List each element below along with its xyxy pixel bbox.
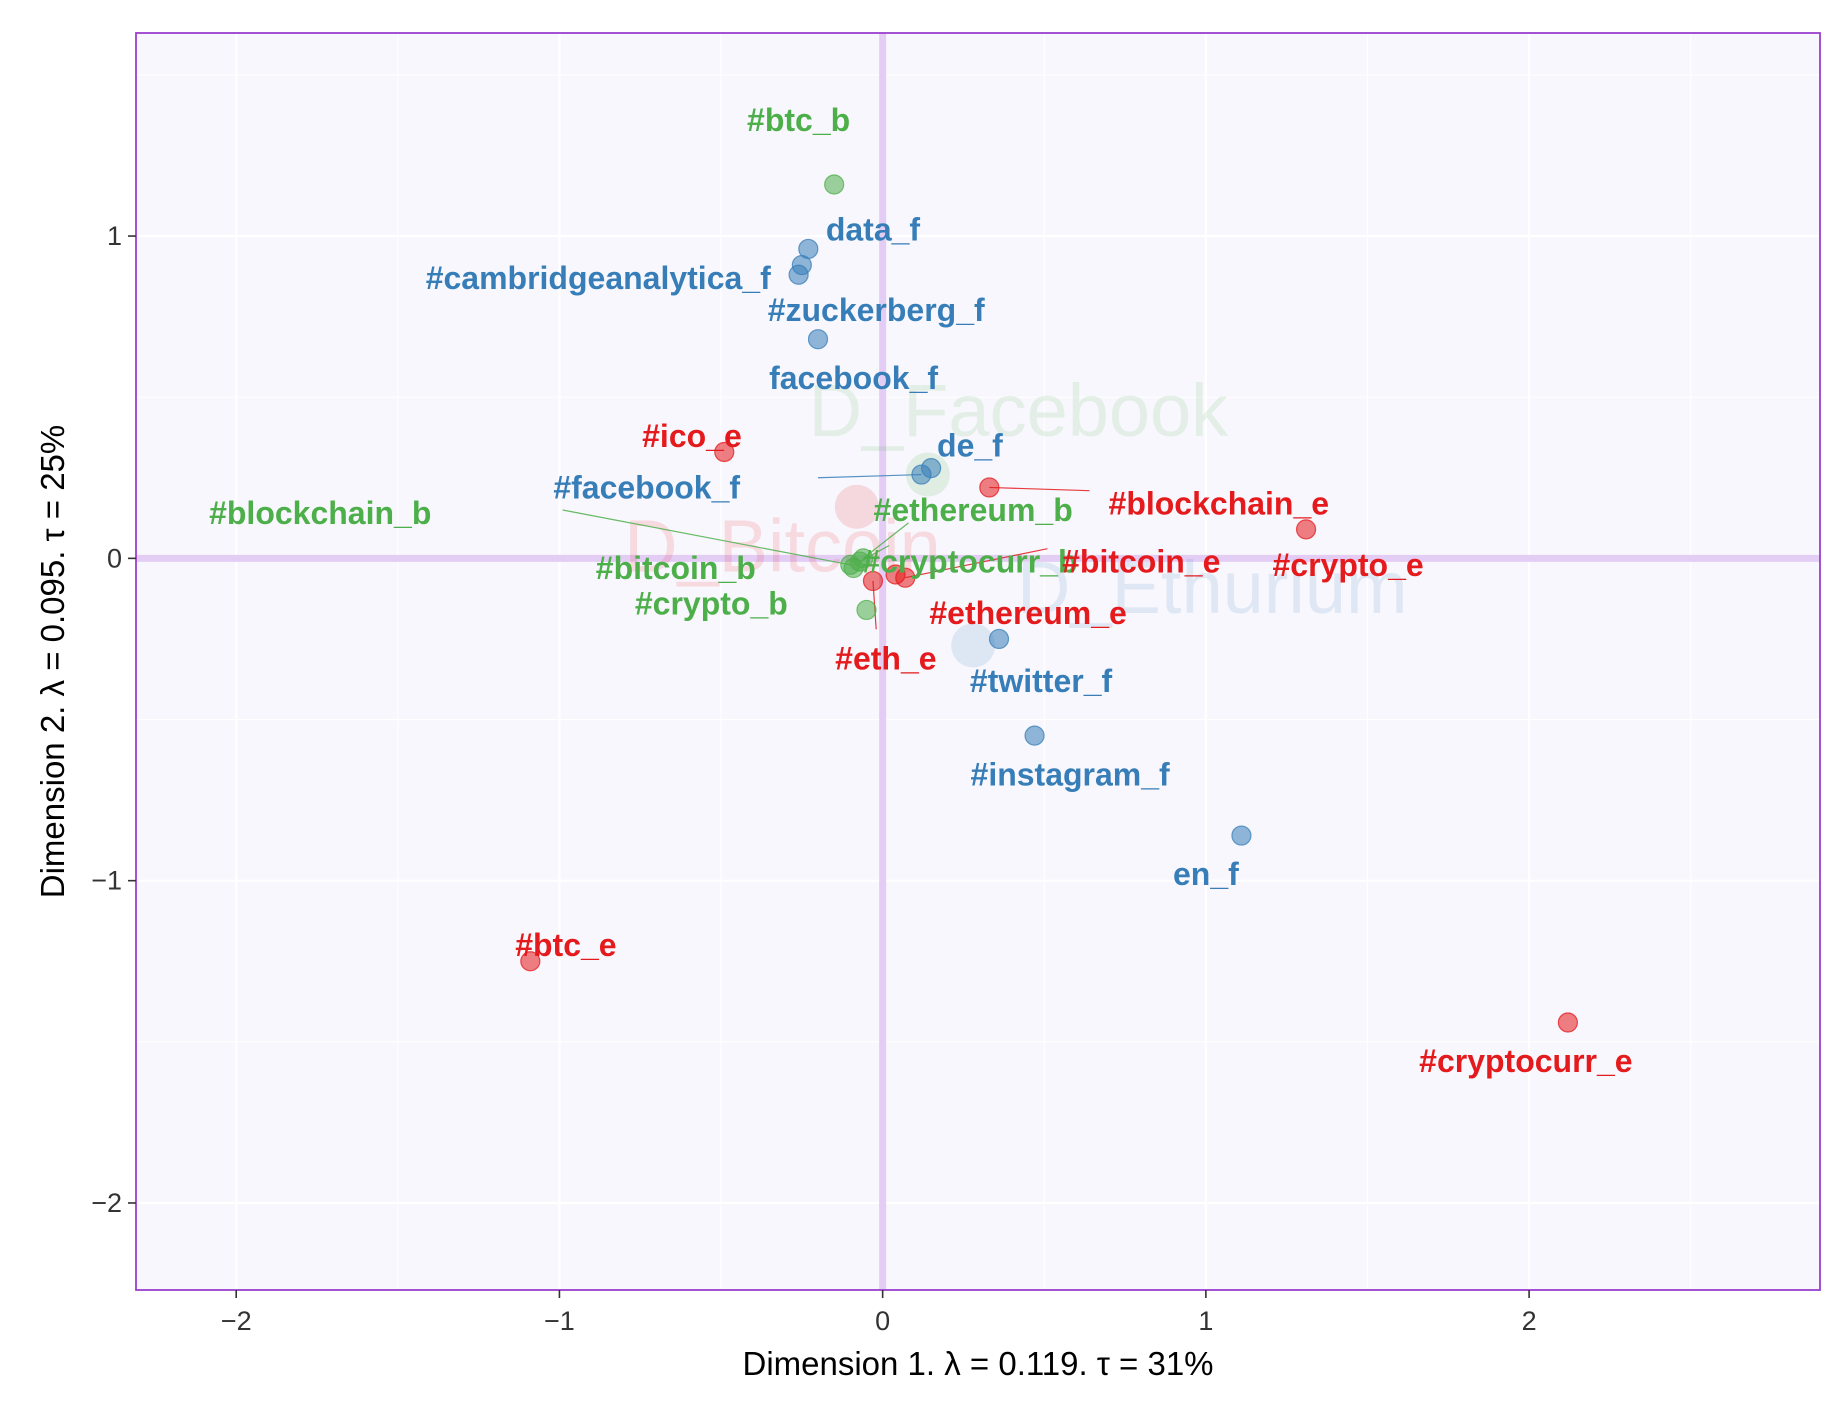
point-label: #twitter_f bbox=[970, 663, 1113, 699]
origin-lines bbox=[136, 33, 1820, 1290]
data-point bbox=[520, 951, 541, 972]
centroid-marker bbox=[951, 623, 996, 668]
point-label: #btc_e bbox=[515, 927, 616, 963]
data-point bbox=[714, 441, 735, 463]
point-label: #ico_e bbox=[642, 418, 742, 454]
x-tick-label: −1 bbox=[544, 1306, 575, 1336]
data-point bbox=[843, 557, 864, 579]
data-point bbox=[911, 464, 932, 485]
point-label: #eth_e bbox=[835, 640, 936, 676]
data-point bbox=[807, 329, 829, 350]
data-points bbox=[520, 174, 1578, 1033]
plot-panel bbox=[136, 33, 1820, 1290]
y-tick-label: 1 bbox=[107, 221, 122, 251]
centroid-marker bbox=[834, 484, 879, 529]
leader-line bbox=[905, 548, 1048, 579]
x-tick-label: −2 bbox=[221, 1306, 252, 1336]
point-label: #cambridgeanalytica_f bbox=[426, 260, 771, 296]
point-label: #bitcoin_b bbox=[596, 550, 756, 586]
point-label: #bitcoin_e bbox=[1062, 544, 1220, 580]
x-tick-label: 1 bbox=[1198, 1306, 1213, 1336]
point-label: facebook_f bbox=[769, 360, 938, 396]
point-label: data_f bbox=[826, 212, 921, 248]
leader-line bbox=[562, 509, 851, 566]
data-point bbox=[856, 599, 877, 621]
point-labels: #btc_b #blockchain_b #ethereum_b #cryptocur… bbox=[209, 102, 1632, 1079]
point-label: #blockchain_e bbox=[1109, 486, 1330, 522]
leader-line bbox=[817, 473, 922, 479]
x-axis-ticks: −2 −1 0 1 2 bbox=[221, 1290, 1537, 1336]
data-point bbox=[1557, 1012, 1578, 1033]
data-point bbox=[788, 264, 809, 285]
data-point bbox=[979, 477, 1000, 498]
plot-border bbox=[135, 32, 1821, 1291]
point-label: #instagram_f bbox=[971, 756, 1171, 792]
data-point bbox=[1295, 519, 1317, 540]
y-axis-ticks: −2 −1 0 1 bbox=[91, 221, 136, 1218]
point-label: #cryptocurr_e bbox=[1419, 1043, 1632, 1079]
y-axis-title: Dimension 2. λ = 0.095. τ = 25% bbox=[34, 425, 71, 898]
data-point bbox=[824, 174, 845, 195]
x-tick-label: 2 bbox=[1522, 1306, 1537, 1336]
point-label: #blockchain_b bbox=[209, 495, 431, 531]
point-label: #crypto_e bbox=[1272, 547, 1423, 583]
leader-line bbox=[989, 486, 1090, 492]
y-tick-label: −2 bbox=[91, 1188, 122, 1218]
point-label: en_f bbox=[1173, 856, 1239, 892]
point-label: de_f bbox=[937, 428, 1003, 464]
centroid-label: D_Facebook bbox=[809, 369, 1230, 452]
point-label: #ethereum_b bbox=[874, 492, 1073, 528]
y-tick-label: 0 bbox=[107, 543, 122, 573]
data-point bbox=[862, 570, 884, 592]
point-label: #crypto_b bbox=[635, 585, 788, 621]
data-point bbox=[988, 628, 1010, 650]
point-label: #ethereum_e bbox=[929, 595, 1126, 631]
point-label: #facebook_f bbox=[553, 469, 740, 505]
point-label: #zuckerberg_f bbox=[768, 292, 985, 328]
y-tick-label: −1 bbox=[91, 866, 122, 896]
point-label: #btc_b bbox=[747, 102, 850, 138]
data-point bbox=[885, 564, 906, 585]
point-label: #cryptocurr_b bbox=[862, 544, 1077, 580]
centroid-label: D_Ethurium bbox=[1017, 546, 1408, 629]
x-tick-label: 0 bbox=[875, 1306, 890, 1336]
data-point bbox=[1024, 725, 1045, 746]
x-axis-title: Dimension 1. λ = 0.119. τ = 31% bbox=[742, 1345, 1213, 1382]
data-point bbox=[1231, 825, 1252, 846]
